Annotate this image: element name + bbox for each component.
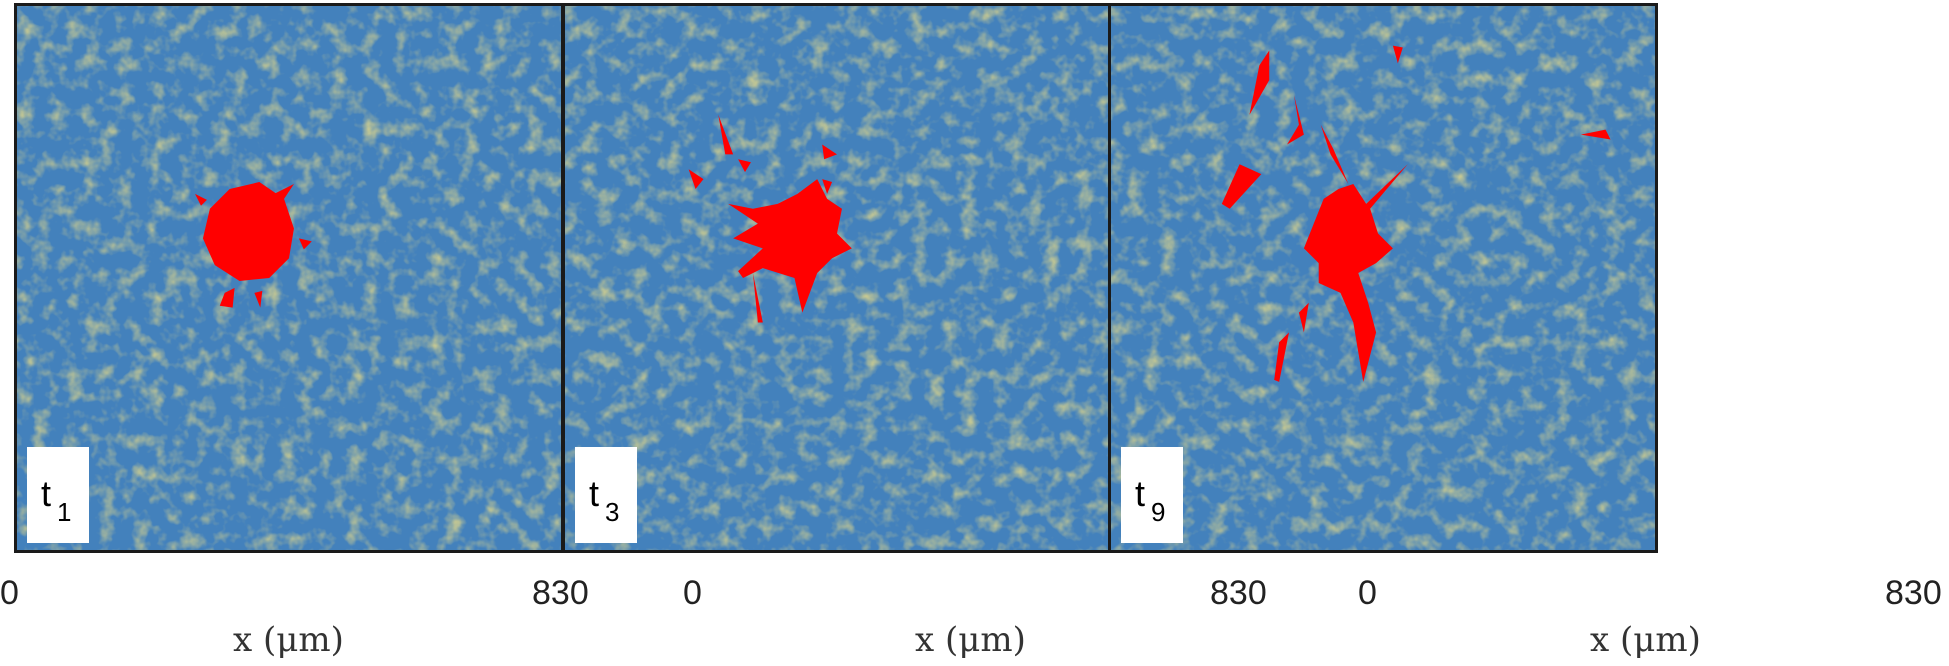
x-axis-label-t3: x (μm) xyxy=(915,620,1026,660)
time-label: t xyxy=(1135,473,1146,514)
cell-shape-t9 xyxy=(1221,45,1611,382)
x-axis-label-t1: x (μm) xyxy=(233,620,344,660)
panel-t1: t 1 xyxy=(0,3,564,557)
time-label-box-t1: t 1 xyxy=(27,447,89,543)
x-tick-min-t1: 0 xyxy=(0,574,19,612)
image-frame-t9 xyxy=(1108,3,1658,553)
x-axis-label-t9: x (μm) xyxy=(1590,620,1701,660)
x-tick-max-t3: 830 xyxy=(1210,574,1267,612)
cell-shape-t1 xyxy=(195,182,312,308)
time-subscript: 3 xyxy=(605,497,620,527)
x-tick-min-t3: 0 xyxy=(683,574,702,612)
microscopy-image-t3 xyxy=(565,6,1109,550)
x-tick-max-t9: 830 xyxy=(1885,574,1942,612)
panel-t9: t 9 xyxy=(1094,3,1658,557)
x-tick-min-t9: 0 xyxy=(1358,574,1377,612)
time-label-box-t9: t 9 xyxy=(1121,447,1183,543)
cell-shape-t3 xyxy=(688,114,852,323)
x-tick-max-t1: 830 xyxy=(532,574,589,612)
time-label: t xyxy=(589,473,600,514)
time-label-box-t3: t 3 xyxy=(575,447,637,543)
panel-t3: t 3 xyxy=(548,3,1112,557)
image-frame-t3 xyxy=(562,3,1112,553)
microscopy-image-t9 xyxy=(1111,6,1655,550)
microscopy-image-t1 xyxy=(17,6,561,550)
time-subscript: 9 xyxy=(1151,497,1166,527)
time-label: t xyxy=(41,473,52,514)
image-frame-t1 xyxy=(14,3,564,553)
time-subscript: 1 xyxy=(57,497,72,527)
